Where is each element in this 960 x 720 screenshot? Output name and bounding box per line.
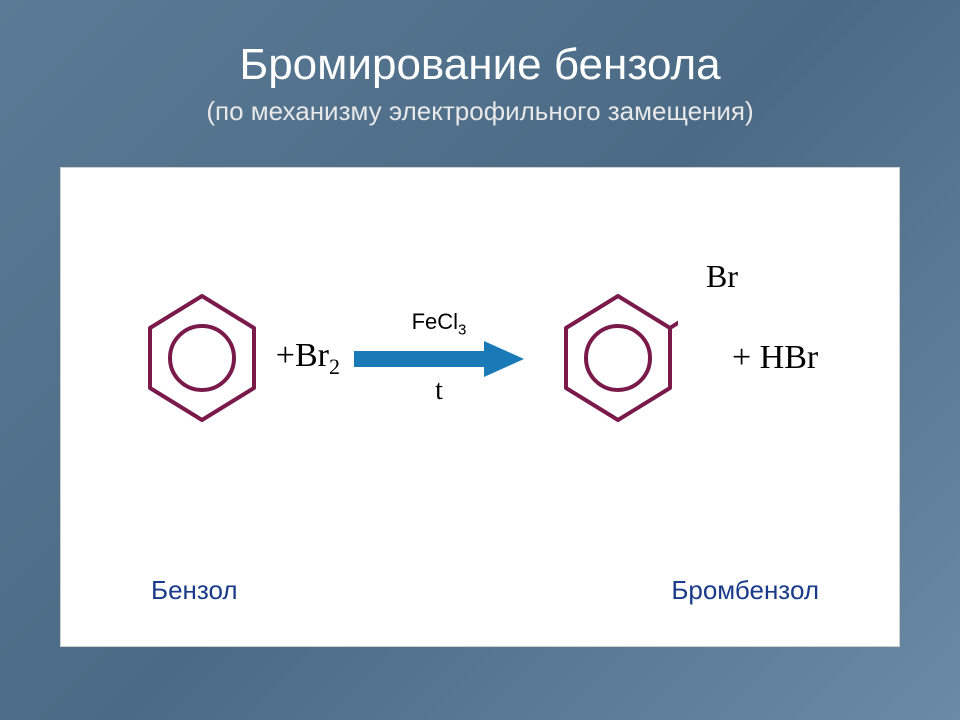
substituent-br: Br bbox=[706, 258, 738, 295]
slide-subtitle: (по механизму электрофильного замещения) bbox=[40, 96, 920, 127]
reaction-row: +Br2 FeCl3 t Br bbox=[61, 288, 899, 428]
plus-sign: + bbox=[276, 337, 295, 374]
benzene-hex-icon bbox=[142, 288, 262, 428]
catalyst-text: FeCl bbox=[412, 309, 458, 334]
temperature-label: t bbox=[435, 375, 443, 407]
labels-row: Бензол Бромбензол bbox=[61, 575, 899, 606]
plus-hbr: + HBr bbox=[732, 339, 818, 377]
arrow-icon bbox=[354, 341, 524, 377]
catalyst-sub: 3 bbox=[458, 322, 466, 339]
slide: Бромирование бензола (по механизму элект… bbox=[0, 0, 960, 720]
reaction-arrow: FeCl3 t bbox=[354, 309, 524, 406]
slide-title: Бромирование бензола bbox=[40, 40, 920, 90]
br2-base: Br bbox=[295, 337, 329, 374]
label-bromobenzene: Бромбензол bbox=[671, 575, 819, 606]
catalyst-label: FeCl3 bbox=[412, 309, 467, 338]
reaction-panel: +Br2 FeCl3 t Br bbox=[60, 167, 900, 647]
label-benzene: Бензол bbox=[151, 575, 238, 606]
bromobenzene: Br bbox=[558, 288, 678, 428]
benzene-left bbox=[142, 288, 262, 428]
bromobenzene-hex-icon bbox=[558, 288, 678, 428]
br2-sub: 2 bbox=[329, 353, 340, 378]
plus-br2: +Br2 bbox=[276, 337, 340, 380]
